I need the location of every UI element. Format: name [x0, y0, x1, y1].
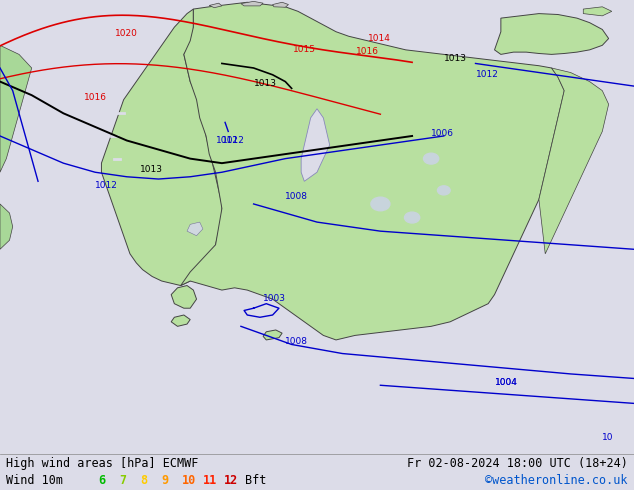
Text: 1016: 1016 — [356, 48, 379, 56]
Polygon shape — [187, 222, 203, 236]
Polygon shape — [171, 315, 190, 326]
Text: ©weatheronline.co.uk: ©weatheronline.co.uk — [485, 474, 628, 488]
Text: 1020: 1020 — [115, 29, 138, 38]
Text: 1012: 1012 — [216, 136, 238, 145]
Text: 1016: 1016 — [84, 93, 107, 102]
Polygon shape — [101, 9, 222, 286]
Text: 1008: 1008 — [285, 338, 308, 346]
Text: 1004: 1004 — [495, 378, 517, 387]
Text: Fr 02-08-2024 18:00 UTC (18+24): Fr 02-08-2024 18:00 UTC (18+24) — [407, 457, 628, 470]
Text: 1013: 1013 — [139, 165, 162, 174]
Circle shape — [437, 186, 450, 195]
Text: 1012: 1012 — [476, 70, 498, 79]
Text: 1013: 1013 — [444, 54, 467, 63]
Polygon shape — [539, 68, 609, 254]
Text: 6: 6 — [98, 474, 105, 488]
Text: 1012: 1012 — [95, 181, 118, 190]
Text: 7: 7 — [119, 474, 126, 488]
Polygon shape — [209, 3, 222, 8]
Text: 9: 9 — [161, 474, 168, 488]
Text: Bft: Bft — [245, 474, 266, 488]
Circle shape — [371, 197, 390, 211]
Text: 1012: 1012 — [222, 136, 245, 145]
Text: 11: 11 — [203, 474, 217, 488]
Polygon shape — [273, 2, 288, 7]
Text: Wind 10m: Wind 10m — [6, 474, 63, 488]
Text: 12: 12 — [224, 474, 238, 488]
Text: 1013: 1013 — [254, 79, 276, 88]
Polygon shape — [301, 109, 330, 181]
Polygon shape — [181, 2, 564, 340]
Text: 8: 8 — [140, 474, 147, 488]
Polygon shape — [0, 46, 32, 172]
Text: 1014: 1014 — [368, 34, 391, 43]
Text: 1004: 1004 — [495, 378, 517, 387]
Polygon shape — [583, 7, 612, 16]
Polygon shape — [241, 1, 263, 6]
Text: 1008: 1008 — [285, 193, 308, 201]
Text: 1015: 1015 — [293, 45, 316, 54]
Text: High wind areas [hPa] ECMWF: High wind areas [hPa] ECMWF — [6, 457, 198, 470]
Polygon shape — [495, 14, 609, 54]
Polygon shape — [0, 204, 13, 249]
Text: 1003: 1003 — [263, 294, 286, 303]
Polygon shape — [263, 330, 282, 340]
Text: 10: 10 — [602, 433, 614, 441]
Circle shape — [404, 212, 420, 223]
Text: 10: 10 — [182, 474, 196, 488]
Text: 1006: 1006 — [431, 129, 454, 138]
Polygon shape — [171, 286, 197, 308]
Circle shape — [424, 153, 439, 164]
